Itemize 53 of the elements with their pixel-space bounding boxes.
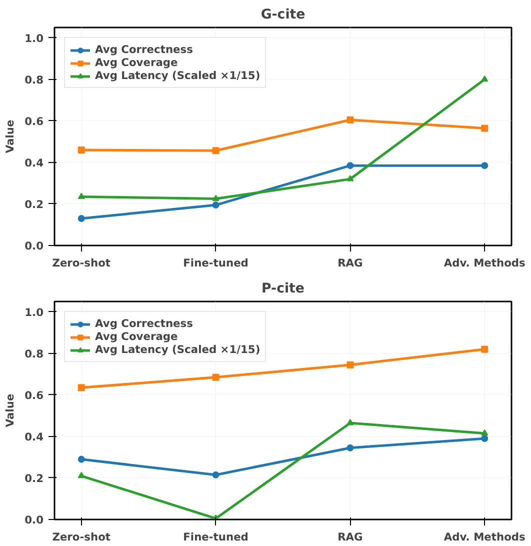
point — [346, 162, 354, 170]
y-tick-label: 0.2 — [24, 472, 44, 485]
y-tick-label: 0.4 — [24, 430, 44, 444]
legend-label: Avg Coverage — [95, 56, 178, 69]
point — [481, 435, 488, 442]
point — [481, 162, 488, 170]
y-axis-title: Value — [4, 120, 17, 154]
point — [346, 418, 354, 426]
point — [212, 471, 220, 478]
point — [481, 346, 488, 353]
point — [481, 124, 488, 132]
x-tick-label: Adv. Methods — [444, 256, 526, 270]
legend-label: Avg Latency (Scaled ×1/15) — [95, 69, 260, 82]
y-tick-label: 0.4 — [24, 156, 44, 170]
y-tick-label: 1.0 — [24, 306, 44, 319]
point — [212, 194, 220, 202]
point — [212, 374, 220, 381]
point — [78, 456, 85, 463]
x-tick-label: RAG — [338, 256, 363, 270]
point — [212, 202, 220, 209]
x-tick-label: RAG — [338, 530, 363, 544]
legend-label: Avg Correctness — [95, 43, 193, 56]
legend-label: Avg Coverage — [95, 330, 178, 343]
y-tick-label: 0.8 — [24, 347, 44, 360]
y-tick-label: 0.0 — [24, 514, 44, 526]
x-tick-label: Fine-tuned — [183, 530, 248, 544]
point — [346, 116, 354, 124]
x-tick-label: Adv. Methods — [444, 530, 526, 544]
point — [481, 75, 488, 82]
point — [346, 361, 354, 368]
y-tick-label: 0.8 — [24, 73, 44, 86]
point — [78, 146, 85, 154]
point — [78, 384, 85, 392]
point — [346, 175, 354, 182]
point — [481, 429, 488, 436]
point — [346, 444, 354, 452]
y-tick-label: 1.0 — [24, 32, 44, 45]
point — [78, 472, 85, 478]
chart-title: P-cite — [262, 282, 304, 296]
y-axis-title: Value — [4, 394, 17, 428]
point — [78, 215, 85, 222]
legend-label: Avg Correctness — [95, 317, 193, 330]
y-tick-label: 0.6 — [24, 388, 44, 402]
chart-title: G-cite — [260, 8, 306, 22]
y-tick-label: 0.2 — [24, 198, 44, 211]
x-tick-label: Zero-shot — [52, 530, 111, 544]
y-tick-label: 0.0 — [24, 240, 44, 252]
point — [212, 147, 220, 154]
y-tick-label: 0.6 — [24, 114, 44, 128]
point — [78, 192, 85, 199]
legend-label: Avg Latency (Scaled ×1/15) — [95, 343, 260, 356]
x-tick-label: Fine-tuned — [183, 256, 248, 270]
x-tick-label: Zero-shot — [52, 256, 111, 270]
